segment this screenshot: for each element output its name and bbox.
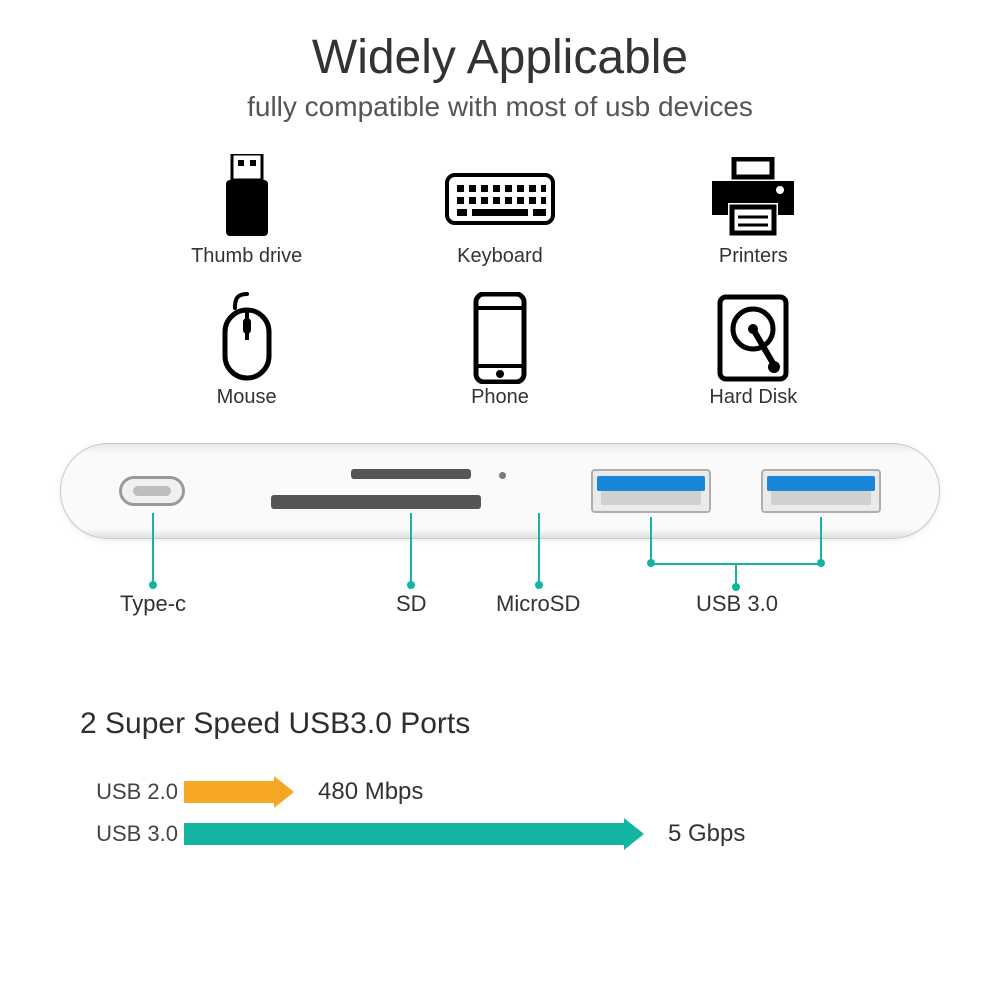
speed-bar: [184, 781, 274, 803]
device-label: Phone: [373, 386, 626, 409]
mouse-icon: [120, 294, 373, 382]
speed-row-usb2: USB 2.0 480 Mbps: [80, 771, 1000, 813]
port-label-typec: Type-c: [120, 591, 186, 617]
phone-icon: [373, 294, 626, 382]
keyboard-icon: [373, 153, 626, 241]
callout-line: [410, 513, 412, 585]
header-block: Widely Applicable fully compatible with …: [0, 0, 1000, 123]
speed-label: USB 3.0: [80, 821, 184, 847]
device-hard-disk: Hard Disk: [627, 294, 880, 409]
speed-section-title: 2 Super Speed USB3.0 Ports: [80, 707, 1000, 741]
port-callouts: Type-c SD MicroSD USB 3.0: [60, 539, 940, 659]
device-label: Hard Disk: [627, 386, 880, 409]
device-icon-grid: Thumb drive Keyboard: [120, 153, 880, 409]
device-label: Printers: [627, 245, 880, 268]
hub-diagram: Type-c SD MicroSD USB 3.0: [60, 443, 940, 663]
device-label: Thumb drive: [120, 245, 373, 268]
speed-bar: [184, 823, 624, 845]
port-sd: [271, 495, 481, 509]
speed-comparison: USB 2.0 480 Mbps USB 3.0 5 Gbps: [80, 771, 1000, 855]
thumb-drive-icon: [120, 153, 373, 241]
callout-line: [735, 563, 737, 587]
port-usb-1: [591, 469, 711, 513]
port-label-sd: SD: [396, 591, 427, 617]
callout-line: [650, 517, 652, 563]
callout-line: [152, 513, 154, 585]
arrowhead-icon: [274, 776, 294, 808]
port-label-microsd: MicroSD: [496, 591, 580, 617]
speed-row-usb3: USB 3.0 5 Gbps: [80, 813, 1000, 855]
device-printer: Printers: [627, 153, 880, 268]
device-label: Mouse: [120, 386, 373, 409]
callout-line: [538, 513, 540, 585]
callout-line: [820, 517, 822, 563]
page-subtitle: fully compatible with most of usb device…: [0, 91, 1000, 123]
device-label: Keyboard: [373, 245, 626, 268]
page-title: Widely Applicable: [0, 30, 1000, 85]
speed-value: 480 Mbps: [318, 778, 423, 806]
arrowhead-icon: [624, 818, 644, 850]
port-usb-2: [761, 469, 881, 513]
port-microsd: [351, 469, 471, 479]
hard-disk-icon: [627, 294, 880, 382]
device-mouse: Mouse: [120, 294, 373, 409]
device-keyboard: Keyboard: [373, 153, 626, 268]
device-phone: Phone: [373, 294, 626, 409]
speed-label: USB 2.0: [80, 779, 184, 805]
port-type-c: [119, 476, 185, 506]
led-indicator-icon: [499, 472, 506, 479]
printer-icon: [627, 153, 880, 241]
speed-value: 5 Gbps: [668, 820, 745, 848]
hub-body: [60, 443, 940, 539]
port-label-usb: USB 3.0: [696, 591, 778, 617]
device-thumb-drive: Thumb drive: [120, 153, 373, 268]
